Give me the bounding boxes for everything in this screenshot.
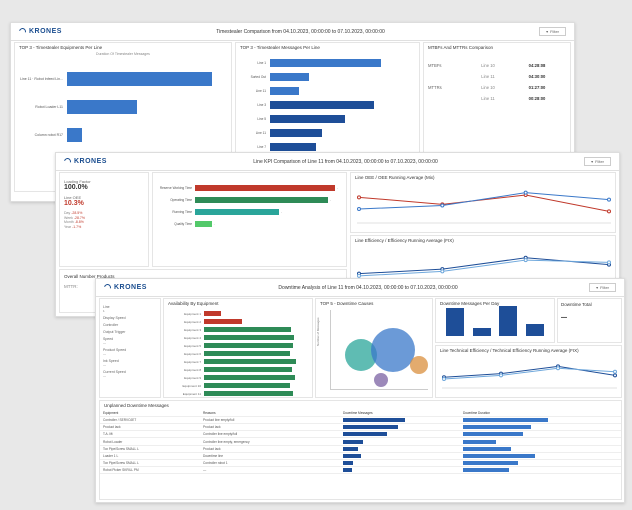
panel-title: TOP 3 - Timestealer Equipments Per Line [15,43,231,52]
mtbf-row: Line 1104:30:00 [424,71,570,82]
panel-loading-factor: Loading Factor 100.0% Line OEE 10.3% Day… [59,172,149,267]
line-chart [436,355,621,394]
dash-title: Line KPI Comparison of Line 11 from 04.1… [107,159,584,165]
gantt-row: Running Time- [153,207,342,217]
gantt-row: Operating Time- [153,195,342,205]
avail-row: Equipment 8 [164,366,308,373]
table-row[interactable]: Loader 1 LDowntime line [100,452,621,459]
dash-header: KRONES Timestealer Comparison from 04.10… [11,23,574,41]
panel-tech-eff: Line Technical Efficiency / Technical Ef… [435,345,622,398]
filter-button[interactable]: ▾ Filter [584,157,611,166]
mtbf-row: MTBFsLine 1004:28:08 [424,60,570,71]
avail-row: Equipment 3 [164,326,308,333]
vbar [473,328,491,336]
avail-row: Equipment 7 [164,358,308,365]
avail-row: Equipment 1 [164,310,308,317]
bar-row: Line 3 [236,99,415,110]
avail-row: Equipment 5 [164,342,308,349]
bubble [410,356,428,374]
table-row[interactable]: Robot LoaderController line empty, emerg… [100,438,621,445]
panel-time-breakdown: Reserve Working Time- Operating Time- Runn… [152,172,347,267]
filter-icon: ▾ [596,285,598,290]
brand-text: KRONES [29,28,62,35]
table-row[interactable]: Tox Pipe/Screw SMALL LProduct lack [100,445,621,452]
bar-row: Sorted Out [236,71,415,82]
bar-row: Line 11 [236,85,415,96]
brand-logo: KRONES [104,284,147,291]
table-row[interactable]: Robot Picker SKRILL PM— [100,467,621,474]
bar-row: Column robot R17 [15,124,227,146]
dashboard-downtime: KRONES Downtime Analysis of Line 11 from… [95,278,625,503]
bar-row: Robot Loader L11 [15,96,227,118]
logo-mark-icon [63,157,73,167]
dash-header: KRONES Downtime Analysis of Line 11 from… [96,279,624,297]
panel-downtime-causes: TOP 5 - Downtime Causes Number of Messag… [315,298,433,398]
table-row[interactable]: Controller / SERVOJETProduct line empty/… [100,417,621,424]
avail-row: Equipment 10 [164,382,308,389]
brand-text: KRONES [114,284,147,291]
panel-availability: Availability By Equipment Equipment 1Equ… [163,298,313,398]
filter-button[interactable]: ▾ Filter [589,283,616,292]
avail-row: Equipment 2 [164,318,308,325]
mtbf-row: Line 1100:28:00 [424,93,570,104]
table-row[interactable]: T.A. liftController line empty/full [100,431,621,438]
oee-value: 10.3% [64,200,144,207]
mtbf-row: MTTRsLine 1001:27:00 [424,82,570,93]
bar-row: Line 5 [236,113,415,124]
panel-title: MTBFs And MTTRs Comparison [424,43,570,52]
filter-icon: ▾ [591,159,593,164]
dash-title: Downtime Analysis of Line 11 from 04.10.… [147,285,589,291]
loading-factor-value: 100.0% [64,184,144,191]
table-row[interactable]: Product lackProduct lack [100,424,621,431]
vbar [499,306,517,336]
panel-oee-trend: Line OEE / OEE Running Average (Mix) [350,172,616,233]
bar-row: Line 11 [236,127,415,138]
vbar [446,308,464,336]
logo-mark-icon [18,27,28,37]
panel-downtime-total: Downtime Total — [557,298,622,343]
logo-mark-icon [103,283,113,293]
avail-row: Equipment 11 [164,390,308,397]
bar-row: Line 11 · Robot Infeed Lin... [15,68,227,90]
vbar [526,324,544,336]
panel-line-info: Line1Display SpeedControllerOutput Trigg… [99,298,161,398]
avail-row: Equipment 4 [164,334,308,341]
panel-downtime-per-day: Downtime Messages Per Day [435,298,555,343]
downtime-table: EquipmentReasonsDowntime MessagesDowntim… [100,410,621,474]
panel-title: TOP 3 - Timestealer Messages Per Line [236,43,419,52]
filter-icon: ▾ [546,29,548,34]
bar-row: Line 7 [236,141,415,152]
panel-unplanned-downtime: Unplanned Downtime Messages EquipmentRea… [99,400,622,500]
brand-logo: KRONES [19,28,62,35]
dash-header: KRONES Line KPI Comparison of Line 11 fr… [56,153,619,171]
dash-title: Timestealer Comparison from 04.10.2023, … [62,29,539,35]
bar-row: Line 1 [236,57,415,68]
brand-logo: KRONES [64,158,107,165]
gantt-row: Reserve Working Time- [153,183,342,193]
gantt-row: Quality Time- [153,219,342,229]
bubble [374,373,388,387]
table-row[interactable]: Tox Pipe/Screw SMALL LController robot 1 [100,459,621,466]
bubble [371,328,415,372]
line-chart [351,182,615,229]
brand-text: KRONES [74,158,107,165]
filter-button[interactable]: ▾ Filter [539,27,566,36]
avail-row: Equipment 9 [164,374,308,381]
avail-row: Equipment 6 [164,350,308,357]
